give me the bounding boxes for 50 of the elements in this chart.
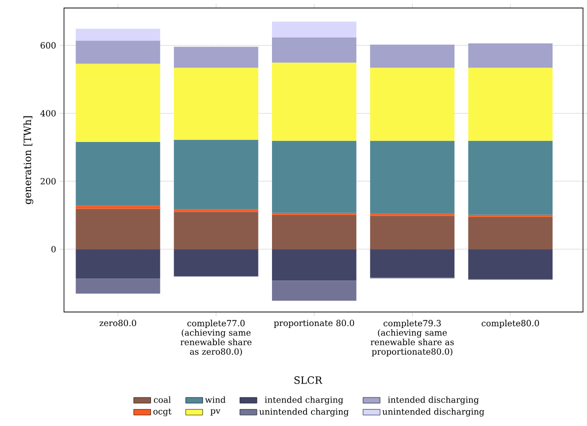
- bar: [468, 68, 553, 141]
- y-axis-title: generation [TWh]: [23, 116, 34, 204]
- bar: [370, 140, 454, 214]
- bar: [370, 216, 454, 250]
- y-tick-label: 200: [40, 178, 56, 184]
- bar: [76, 64, 160, 142]
- bar: [76, 208, 160, 250]
- bar: [468, 140, 553, 215]
- bar: [76, 206, 160, 209]
- legend-label: coal: [154, 396, 171, 403]
- bar: [468, 43, 553, 68]
- y-tick-label: 600: [40, 42, 56, 49]
- x-axis-title: SLCR: [294, 376, 322, 384]
- x-tick-label: zero80.0: [100, 320, 136, 326]
- bar: [272, 280, 356, 301]
- bar: [174, 209, 258, 212]
- bar: [370, 249, 454, 278]
- bar: [76, 40, 160, 64]
- bar: [174, 212, 258, 250]
- x-tick-label: proportionate 80.0: [274, 320, 354, 328]
- bar: [468, 216, 553, 250]
- x-tick-label: complete77.0 (achieving same renewable share as zero80.0): [180, 320, 252, 356]
- bar: [174, 68, 258, 140]
- bar: [272, 140, 356, 213]
- bar: [272, 38, 356, 63]
- bar: [468, 249, 553, 280]
- bar: [76, 249, 160, 279]
- legend-label: unintended discharging: [382, 408, 484, 417]
- x-tick-label: complete80.0: [482, 320, 539, 328]
- bar: [272, 214, 356, 250]
- bar: [272, 22, 356, 38]
- legend-label: pv: [210, 409, 220, 416]
- bar: [174, 46, 258, 68]
- bar: [76, 278, 160, 294]
- legend-label: wind: [205, 396, 226, 403]
- bar: [174, 249, 258, 276]
- legend-label: ocgt: [153, 408, 172, 416]
- legend-label: intended discharging: [388, 396, 479, 405]
- y-tick-label: 0: [51, 246, 56, 252]
- legend-label: unintended charging: [259, 408, 349, 417]
- y-tick-label: 400: [40, 110, 56, 116]
- legend-label: intended charging: [264, 396, 344, 405]
- bar: [174, 140, 258, 210]
- bar: [272, 62, 356, 141]
- bar: [272, 249, 356, 281]
- bar: [370, 44, 454, 68]
- bar: [76, 28, 160, 41]
- x-tick-label: complete79.3 (achieving same renewable share as proportionate80.0): [370, 320, 454, 356]
- bar: [370, 68, 454, 141]
- bar: [76, 142, 160, 206]
